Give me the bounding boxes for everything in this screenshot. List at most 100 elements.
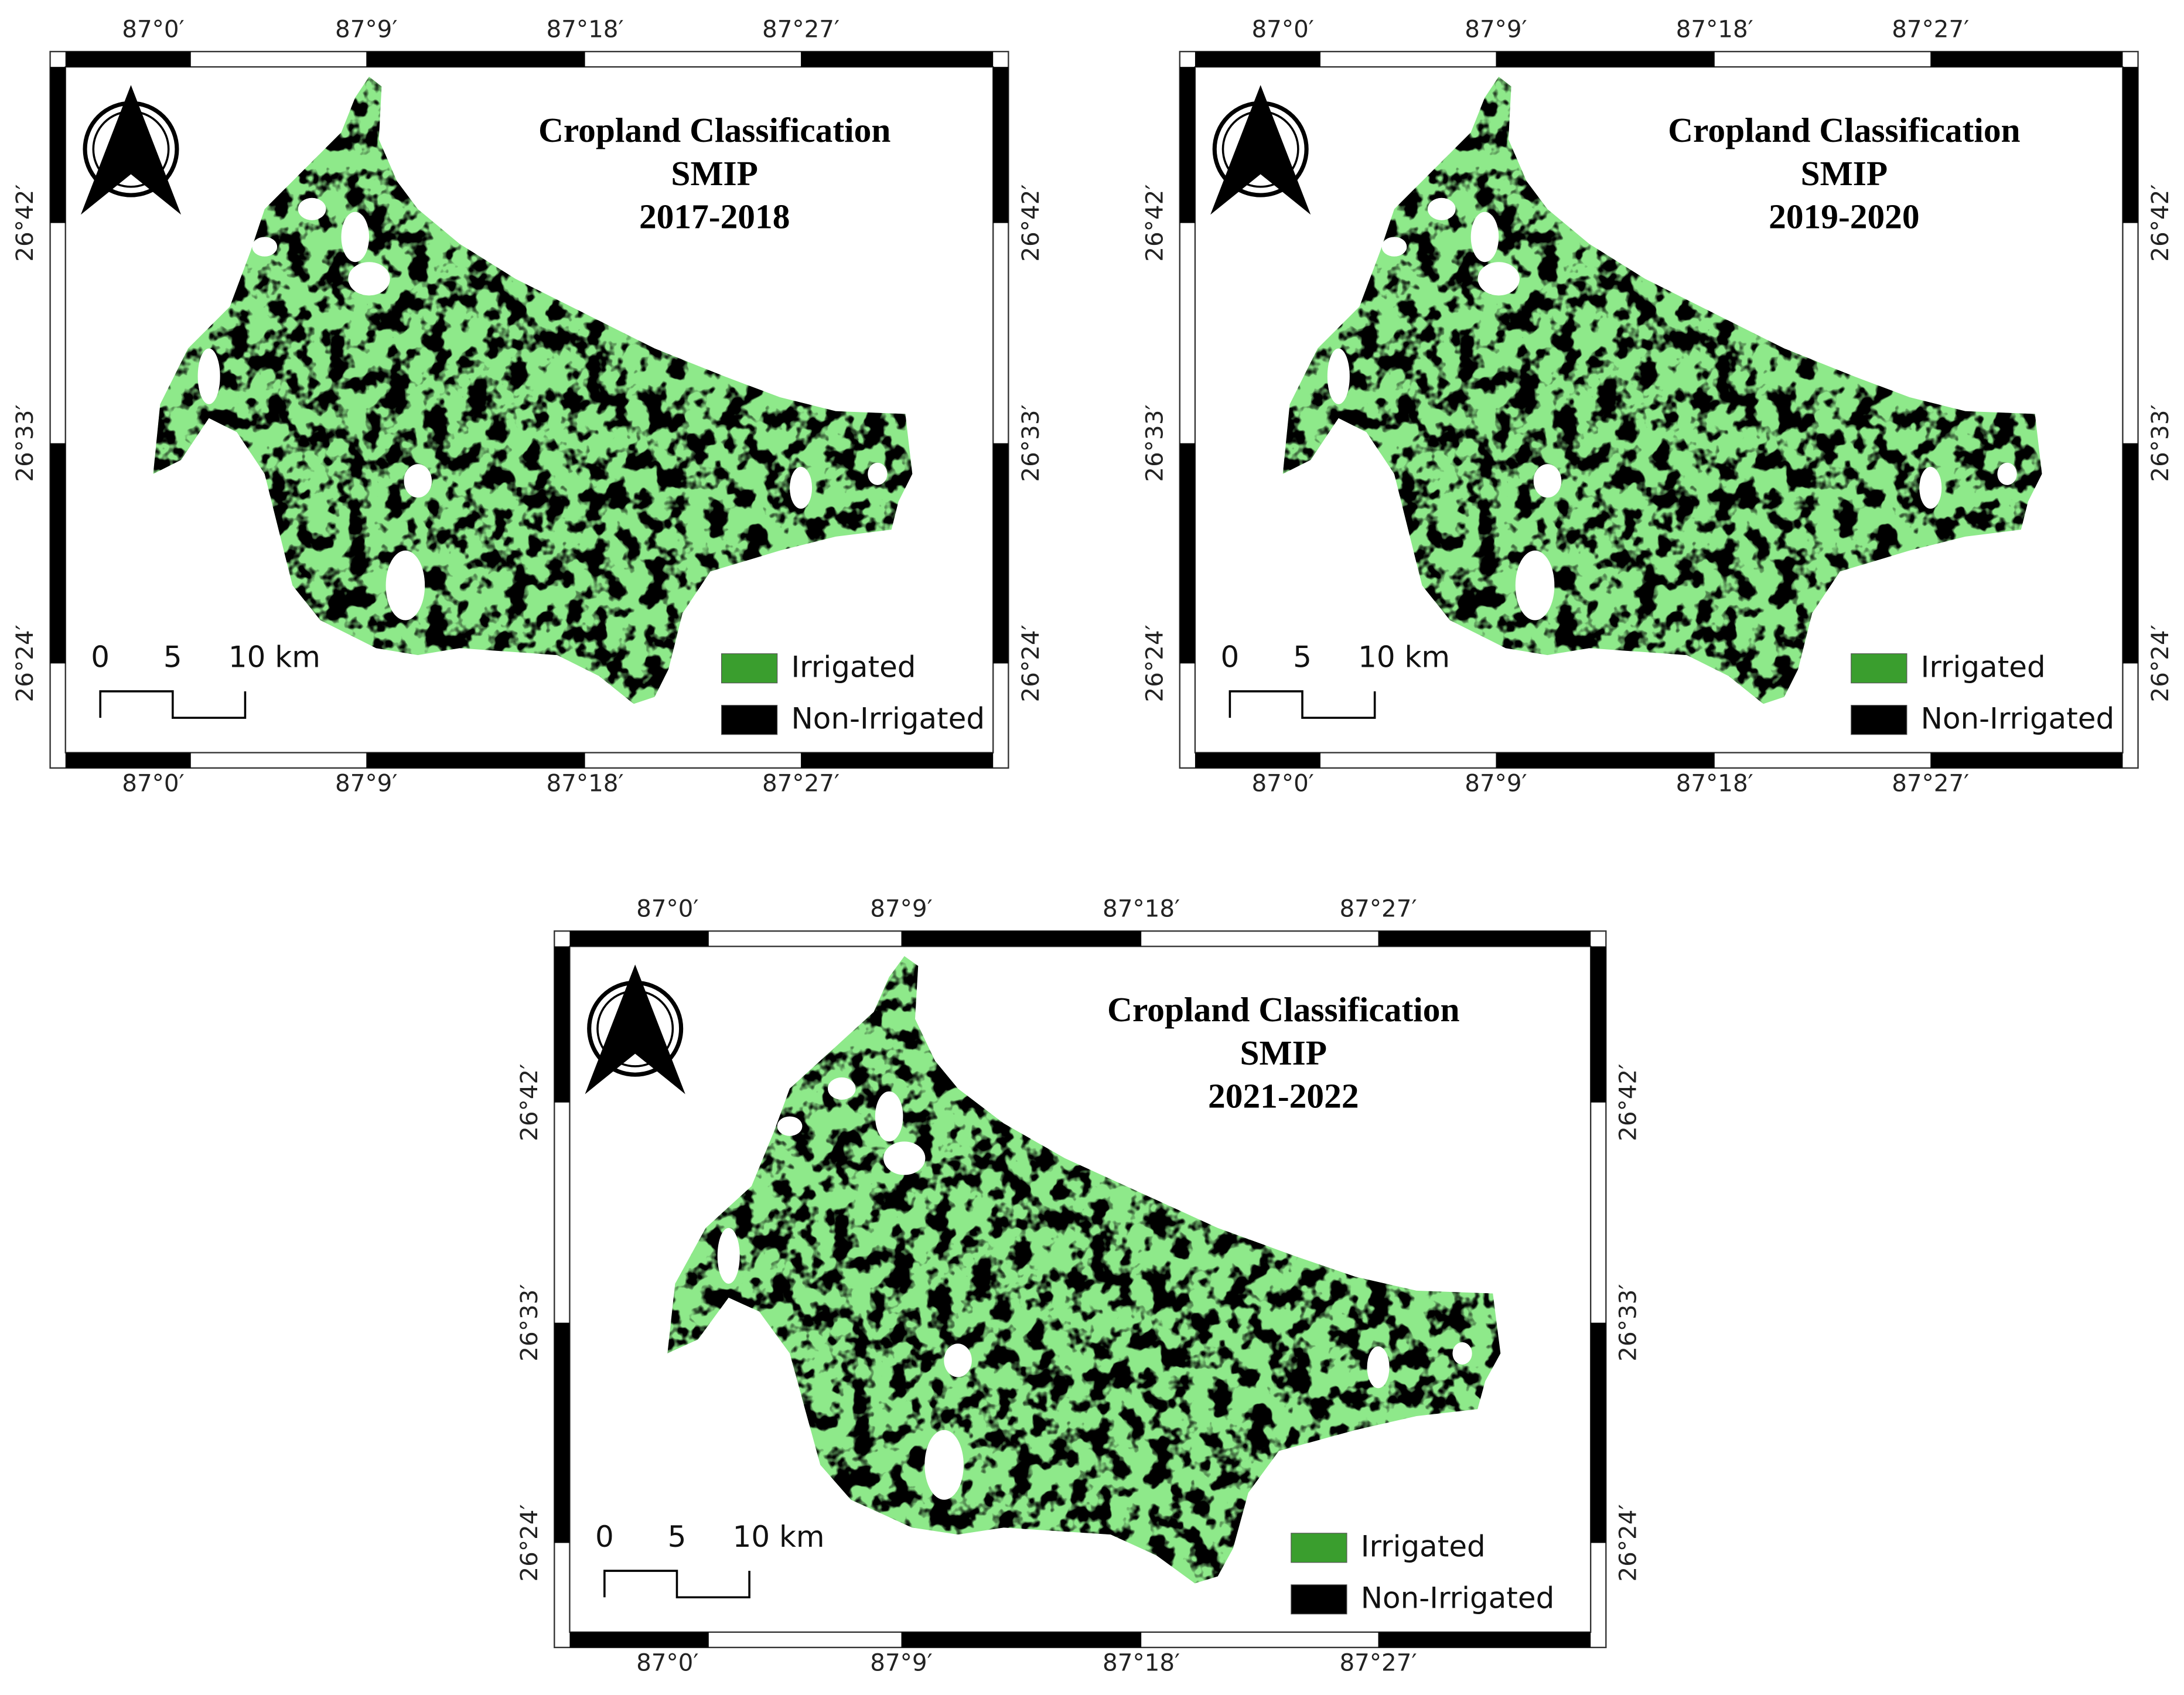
frame-bar: [801, 52, 994, 67]
frame-bar: [1496, 52, 1715, 67]
longitude-label: 87°0′: [1251, 15, 1313, 43]
latitude-label: 26°24′: [1016, 625, 1045, 702]
longitude-label: 87°0′: [636, 1648, 698, 1676]
non-cropland: [717, 1227, 740, 1284]
frame-bar: [1496, 752, 1715, 768]
latitude-label: 26°33′: [2146, 404, 2174, 482]
latitude-label: 26°33′: [1614, 1284, 1642, 1361]
frame-bar: [1195, 752, 1320, 768]
latitude-label: 26°42′: [2146, 184, 2174, 261]
north-arrow: [1210, 85, 1311, 215]
map-title: SMIP: [1240, 1034, 1328, 1072]
frame-bar: [50, 67, 66, 223]
frame-bar: [1378, 1632, 1591, 1648]
map-panel: Cropland Classification SMIP 2021-2022 87°0…: [515, 894, 1642, 1676]
frame-bar: [554, 946, 570, 1103]
longitude-label: 87°27′: [1892, 769, 1969, 797]
frame-bar: [1591, 1322, 1606, 1543]
non-cropland: [385, 550, 425, 620]
longitude-label: 87°18′: [546, 15, 623, 43]
frame-bar: [569, 1632, 709, 1648]
scale-bar: [603, 1570, 750, 1599]
frame-bar: [554, 1322, 570, 1543]
frame-bar: [901, 931, 1142, 947]
longitude-label: 87°9′: [870, 894, 932, 922]
frame-bar: [901, 1632, 1142, 1648]
frame-bar: [2122, 67, 2138, 223]
map-title: 2017-2018: [639, 197, 790, 236]
legend-label: Irrigated: [1921, 650, 2046, 684]
legend-label: Irrigated: [791, 650, 916, 684]
latitude-label: 26°33′: [1140, 404, 1168, 482]
non-cropland: [252, 237, 278, 257]
frame-bar: [1591, 946, 1606, 1103]
frame-bar: [2122, 443, 2138, 664]
north-arrow: [585, 964, 685, 1094]
legend-label: Non-Irrigated: [1921, 701, 2115, 735]
non-cropland: [1327, 348, 1350, 404]
latitude-label: 26°24′: [1614, 1504, 1642, 1581]
frame-bar: [65, 52, 191, 67]
legend-label: Non-Irrigated: [1361, 1581, 1555, 1615]
longitude-label: 87°0′: [1251, 769, 1313, 797]
non-cropland: [777, 1116, 803, 1136]
non-cropland: [827, 1077, 856, 1100]
non-cropland: [341, 212, 370, 262]
map-panel: Cropland Classification SMIP 2017-2018 87°0…: [11, 15, 1045, 797]
map-title: SMIP: [671, 154, 758, 193]
longitude-label: 87°18′: [1676, 769, 1753, 797]
scale-label: 0: [1220, 640, 1239, 674]
longitude-label: 87°18′: [1676, 15, 1753, 43]
legend-swatch: [1291, 1584, 1347, 1615]
frame-bar: [366, 752, 585, 768]
scale-label: 0: [595, 1520, 614, 1554]
latitude-label: 26°42′: [11, 184, 39, 261]
frame-bar: [569, 931, 709, 947]
frame-bar: [993, 443, 1009, 664]
latitude-label: 26°42′: [1140, 184, 1168, 261]
longitude-label: 87°27′: [1339, 894, 1417, 922]
frame-bar: [1195, 52, 1320, 67]
latitude-label: 26°33′: [11, 404, 39, 482]
scale-label: 10 km: [1358, 640, 1450, 674]
non-cropland: [1515, 550, 1555, 620]
longitude-label: 87°9′: [335, 769, 397, 797]
longitude-label: 87°0′: [122, 15, 184, 43]
latitude-label: 26°33′: [515, 1284, 543, 1361]
scale-label: 0: [91, 640, 110, 674]
non-cropland: [298, 197, 326, 220]
non-cropland: [1381, 237, 1407, 257]
frame-bar: [1930, 752, 2123, 768]
scale-label: 5: [163, 640, 182, 674]
legend-swatch: [1291, 1533, 1347, 1563]
legend-swatch: [1851, 705, 1907, 735]
non-cropland: [1470, 212, 1499, 262]
longitude-label: 87°9′: [870, 1648, 932, 1676]
non-cropland: [1452, 1342, 1472, 1365]
non-cropland: [790, 466, 813, 509]
frame-bar: [801, 752, 994, 768]
scale-bar: [1228, 690, 1376, 719]
frame-bar: [1930, 52, 2123, 67]
latitude-label: 26°33′: [1016, 404, 1045, 482]
legend-swatch: [721, 653, 778, 684]
longitude-label: 87°27′: [1892, 15, 1969, 43]
non-cropland: [883, 1141, 926, 1175]
legend-label: Irrigated: [1361, 1529, 1486, 1563]
scale-bar: [99, 690, 247, 719]
longitude-label: 87°18′: [1103, 894, 1180, 922]
non-cropland: [1367, 1346, 1390, 1389]
latitude-label: 26°42′: [1016, 184, 1045, 261]
longitude-label: 87°18′: [546, 769, 623, 797]
scale-label: 5: [668, 1520, 687, 1554]
scale-label: 10 km: [733, 1520, 825, 1554]
longitude-label: 87°9′: [335, 15, 397, 43]
non-cropland: [404, 464, 432, 498]
latitude-label: 26°24′: [515, 1504, 543, 1581]
non-cropland: [875, 1091, 903, 1142]
map-title: 2019-2020: [1769, 197, 1919, 236]
longitude-label: 87°9′: [1465, 15, 1527, 43]
map-title: Cropland Classification: [1107, 990, 1459, 1029]
frame-bar: [50, 443, 66, 664]
